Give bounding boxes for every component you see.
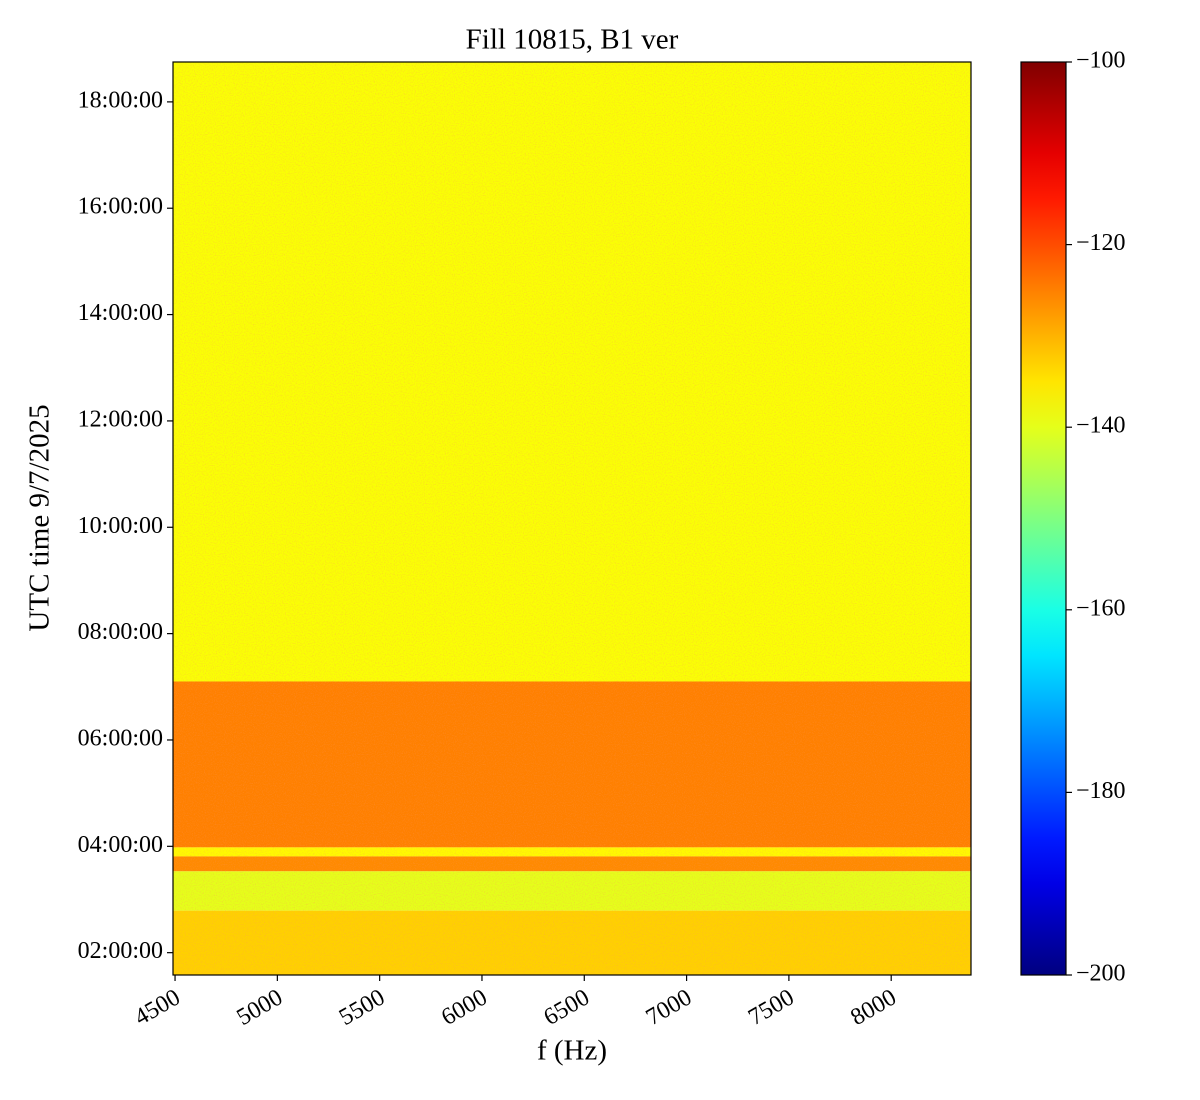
colorbar-tick-label: −200 <box>1076 961 1126 987</box>
colorbar-tick-label: −180 <box>1076 778 1126 804</box>
y-tick-label: 10:00:00 <box>78 513 163 539</box>
x-axis-label: f (Hz) <box>537 1035 607 1067</box>
colorbar-scale <box>1020 61 1067 976</box>
x-tick-label: 7500 <box>744 984 799 1031</box>
y-tick-label: 14:00:00 <box>78 300 163 326</box>
x-tick-label: 5000 <box>233 984 288 1031</box>
x-tick-label: 6500 <box>539 984 594 1031</box>
colorbar-tick-label: −140 <box>1076 413 1126 439</box>
plot-frame <box>172 61 972 976</box>
colorbar: −100 −120 −140 −160 −180 −200 <box>1020 48 1126 987</box>
y-tick-label: 18:00:00 <box>78 87 163 113</box>
colorbar-tick-label: −160 <box>1076 595 1126 621</box>
x-tick-label: 4500 <box>130 984 185 1031</box>
x-tick-label: 5500 <box>335 984 390 1031</box>
colorbar-tick-label: −100 <box>1076 48 1126 74</box>
x-tick-label: 8000 <box>846 984 901 1031</box>
y-tick-label: 08:00:00 <box>78 619 163 645</box>
y-tick-label: 12:00:00 <box>78 406 163 432</box>
y-tick-label: 04:00:00 <box>78 832 163 858</box>
chart-title: Fill 10815, B1 ver <box>466 24 679 56</box>
colorbar-tick-label: −120 <box>1076 230 1126 256</box>
y-tick-label: 16:00:00 <box>78 194 163 220</box>
y-tick-label: 06:00:00 <box>78 725 163 751</box>
x-tick-label: 6000 <box>437 984 492 1031</box>
x-tick-label: 7000 <box>642 984 697 1031</box>
y-tick-label: 02:00:00 <box>78 938 163 964</box>
noise-texture <box>173 62 971 975</box>
y-axis-label: UTC time 9/7/2025 <box>24 404 56 631</box>
